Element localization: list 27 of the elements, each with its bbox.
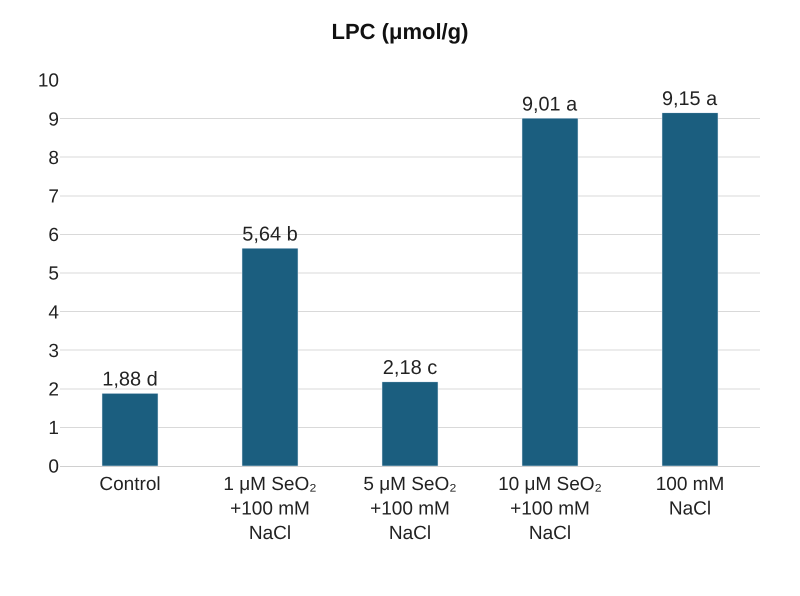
bar: [382, 382, 438, 466]
y-tick-label: 10: [38, 70, 59, 92]
y-tick-label: 3: [48, 340, 59, 362]
bar: [242, 248, 298, 466]
data-label: 2,18 c: [382, 356, 438, 379]
data-label: 1,88 d: [102, 368, 158, 390]
y-tick-label: 2: [48, 379, 59, 400]
chart-title: LPC (μmol/g): [332, 19, 468, 44]
bar: [662, 112, 718, 466]
y-tick-label: 7: [48, 186, 59, 208]
y-tick-label: 4: [48, 302, 60, 324]
x-tick-label: 10 μM SeO₂ +100 mM NaCl: [498, 474, 602, 544]
data-label: 9,15 a: [662, 88, 718, 110]
x-tick-label: Control: [99, 474, 161, 495]
x-tick-label: 1 μM SeO₂ +100 mM NaCl: [223, 474, 317, 544]
data-label: 9,01 a: [522, 93, 578, 116]
bar: [522, 118, 578, 466]
data-label: 5,64 b: [242, 223, 298, 246]
y-tick-label: 8: [48, 148, 59, 169]
y-tick-label: 9: [48, 109, 59, 130]
x-tick-label: 5 μM SeO₂ +100 mM NaCl: [363, 474, 457, 544]
y-tick-label: 6: [48, 225, 59, 246]
y-tick-label: 1: [48, 418, 59, 440]
y-tick-label: 0: [48, 456, 59, 478]
x-tick-label: 100 mM NaCl: [656, 474, 724, 520]
bar: [102, 393, 158, 466]
y-tick-label: 5: [48, 264, 59, 285]
